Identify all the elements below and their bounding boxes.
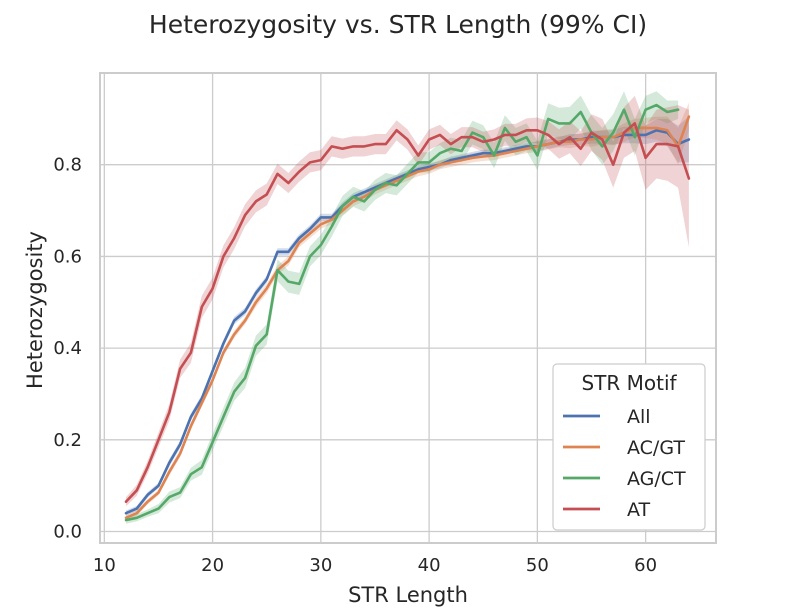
series-line-at (124, 122, 691, 504)
legend-label-ag-ct: AG/CT (627, 468, 686, 490)
y-tick-label: 0.2 (53, 430, 82, 451)
x-tick-label: 20 (201, 555, 224, 576)
x-tick-label: 40 (418, 555, 441, 576)
plot-frame (99, 72, 717, 544)
legend-title: STR Motif (581, 371, 677, 395)
x-tick-label: 30 (309, 555, 332, 576)
x-tick-label: 10 (93, 555, 116, 576)
y-tick-label: 0.6 (53, 246, 82, 267)
x-tick-label: 60 (634, 555, 657, 576)
legend-label-all: All (627, 406, 651, 428)
legend: STR Motif All AC/GT AG/CT AT (552, 363, 706, 531)
legend-box (552, 363, 706, 531)
x-axis-title: STR Length (348, 583, 468, 607)
legend-label-ac-gt: AC/GT (627, 437, 685, 459)
x-tick-label: 50 (526, 555, 549, 576)
y-tick-label: 0.8 (53, 155, 82, 176)
legend-label-at: AT (627, 499, 651, 521)
chart-title: Heterozygosity vs. STR Length (99% CI) (149, 10, 647, 39)
y-axis-title: Heterozygosity (23, 231, 47, 389)
y-tick-label: 0.4 (53, 338, 82, 359)
ci-band-at (126, 95, 689, 507)
plot-area: 10 20 30 40 50 60 0.0 0.2 0.4 0.6 0.8 (53, 72, 717, 576)
y-tick-label: 0.0 (53, 522, 82, 543)
series-line-ag-ct (124, 103, 680, 522)
